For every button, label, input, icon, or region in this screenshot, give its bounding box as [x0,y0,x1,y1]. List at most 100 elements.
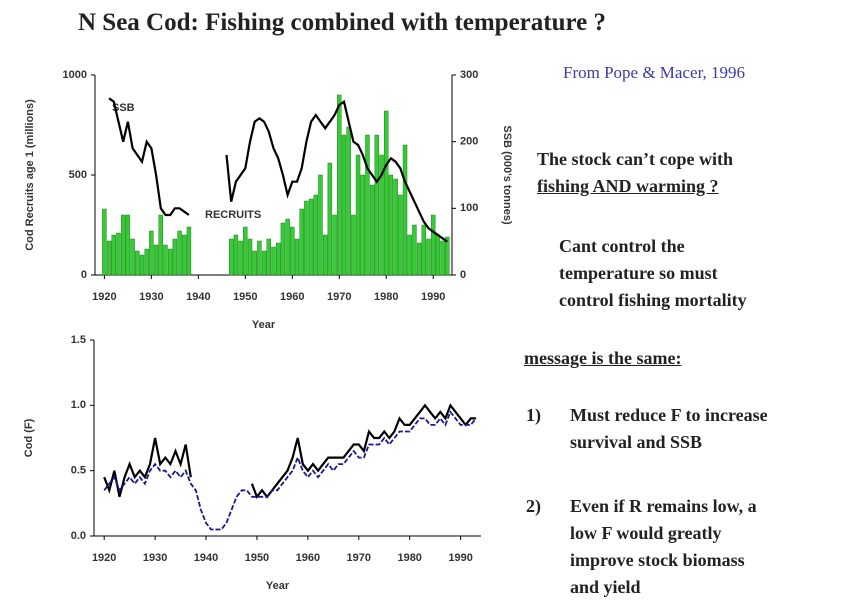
bar [402,144,408,276]
bar [365,134,370,276]
bar [412,224,417,276]
bar [243,226,248,276]
source: From Pope & Macer, 1996 [563,63,746,82]
bar [346,126,351,276]
bar [233,234,239,276]
x-tick-label: 1920 [92,552,116,564]
bar [440,240,445,276]
y-axis-label: Cod Recruits age 1 (millions) [24,99,36,251]
y-tick-label: 1.5 [71,334,86,346]
bar [379,154,384,276]
bar [280,222,286,276]
y2-tick-label: 100 [460,202,478,214]
bar [435,234,441,276]
bar [407,234,412,276]
bar [398,194,403,276]
bar [369,184,375,276]
x-tick-label: 1930 [139,291,163,303]
bar [182,234,187,276]
bar [445,236,450,276]
bar [125,214,131,276]
y2-tick-label: 0 [460,269,466,281]
bar [355,154,361,276]
x-tick-label: 1930 [143,552,167,564]
line [103,437,192,498]
bar [149,230,154,276]
bar [252,250,257,276]
y2-axis-label: SSB (000's tonnes) [501,125,513,225]
y2-tick-label: 200 [460,136,478,148]
item-text: Must reduce F to increase [570,405,768,425]
bar [294,238,300,276]
note: Cant control the [559,236,685,256]
note: The stock can’t cope with [537,149,733,169]
bar [337,94,342,276]
y-tick-label: 500 [69,169,87,181]
bar [257,240,262,276]
bar [374,134,380,276]
bar [120,214,126,276]
item-text: survival and SSB [570,432,703,452]
item-text: Even if R remains low, a [570,496,757,516]
bar [313,194,318,276]
y-tick-label: 0.0 [71,530,86,542]
bar [247,238,253,276]
bar [308,198,314,276]
bar [130,238,135,276]
bar [426,238,431,276]
item-number: 1) [526,405,541,425]
bar [431,214,436,276]
charts: 0 500 1000 0 100 200 300 SSB (000's tonnes) 1920… [23,69,513,592]
bar [276,242,281,276]
bar [116,232,121,276]
x-tick-label: 1980 [397,552,421,564]
line [250,403,476,500]
line [225,99,448,243]
y-tick-label: 0 [81,269,87,281]
item-text: improve stock biomass [570,550,745,570]
x-tick-label: 1970 [327,291,351,303]
x-tick-label: 1940 [194,552,218,564]
bar [106,240,112,276]
y-tick-label: 1.0 [71,399,86,411]
x-tick-label: 1970 [347,552,371,564]
bar [135,250,140,276]
bar [158,214,163,276]
x-tick-label: 1960 [296,552,320,564]
bar [285,218,290,276]
bar [332,214,337,276]
bar [416,242,422,276]
note: fishing AND warming ? [537,176,719,196]
bar [266,238,271,276]
note: temperature so must [559,263,718,283]
x-axis-label: Year [266,580,290,592]
annotation: RECRUITS [205,209,261,221]
item-text: low F would greatly [570,523,722,543]
bar [304,200,309,276]
bar [186,226,192,276]
bar [384,110,389,276]
bar [102,208,107,276]
bar [172,238,178,276]
bar [322,234,328,276]
line [108,97,190,217]
bar [318,174,323,276]
item-text: and yield [570,577,641,597]
bar [139,254,145,276]
bar [229,238,234,276]
bar [360,174,365,276]
x-tick-label: 1980 [374,291,398,303]
line [103,410,477,531]
bar [153,244,159,276]
bar [388,174,394,276]
y-tick-label: 0.5 [71,465,86,477]
x-tick-label: 1990 [421,291,445,303]
bar [341,134,347,276]
bar [271,246,276,276]
bar [261,250,267,276]
x-axis-label: Year [252,319,276,331]
x-tick-label: 1950 [245,552,269,564]
x-tick-label: 1940 [186,291,210,303]
note: control fishing mortality [559,290,747,310]
